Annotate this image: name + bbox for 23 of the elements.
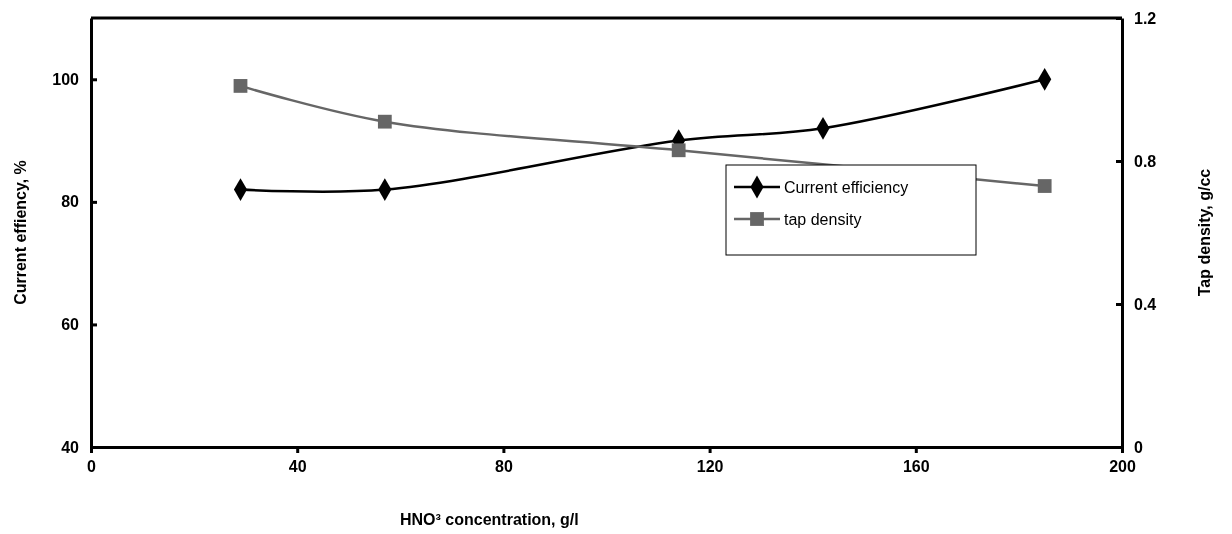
legend-label: Current efficiency xyxy=(784,179,909,196)
y2-tick-label: 0.4 xyxy=(1134,295,1157,313)
x-tick-label: 40 xyxy=(288,458,307,476)
y2-tick-label: 1.2 xyxy=(1134,9,1157,27)
x-tick-label: 160 xyxy=(902,458,930,476)
y-tick-label: 40 xyxy=(61,438,80,456)
y-tick-label: 100 xyxy=(52,70,80,88)
y-axis-title: Current effiency, % xyxy=(12,160,29,305)
point xyxy=(1037,179,1052,193)
x-tick-label: 200 xyxy=(1109,458,1136,476)
y2-axis-title: Tap density, g/cc xyxy=(1196,168,1213,297)
x-tick-label: 80 xyxy=(495,458,513,476)
point xyxy=(671,143,686,158)
x-tick-label: 120 xyxy=(696,458,724,476)
x-tick-label: 0 xyxy=(87,458,97,476)
y2-tick-label: 0 xyxy=(1134,438,1143,456)
point xyxy=(233,79,248,93)
y-tick-label: 80 xyxy=(61,193,80,211)
point xyxy=(377,114,392,129)
x-axis-title: HNO³ concentration, g/l xyxy=(400,511,579,528)
y-tick-label: 60 xyxy=(61,316,80,334)
y2-tick-label: 0.8 xyxy=(1134,152,1157,170)
legend-label: tap density xyxy=(784,211,862,228)
